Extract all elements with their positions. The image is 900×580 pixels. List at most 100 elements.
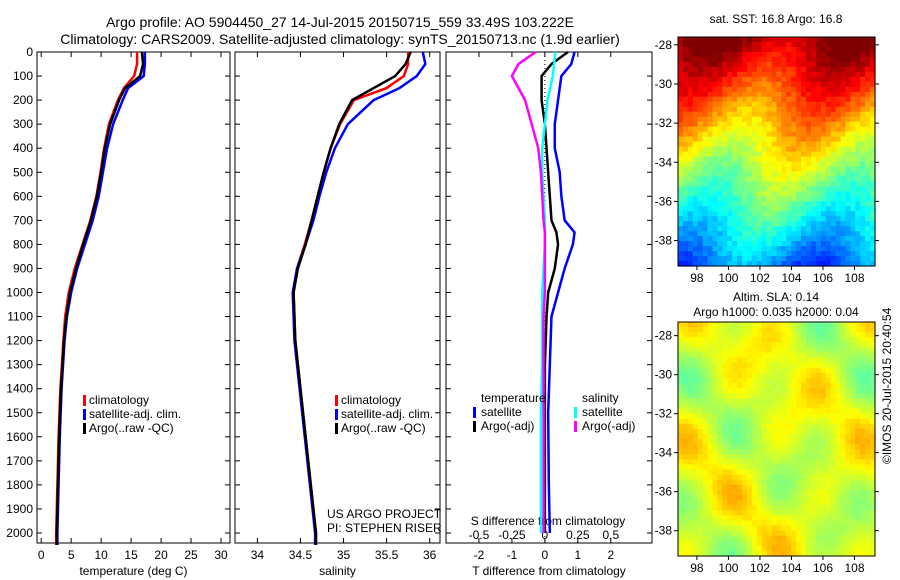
map-cell — [870, 41, 876, 48]
map-cell — [796, 46, 802, 53]
map-cell — [737, 186, 743, 192]
map-cell — [806, 96, 812, 103]
map-cell — [737, 206, 743, 212]
map-cell — [860, 372, 866, 379]
y-tick-label: 500 — [13, 165, 33, 179]
map-cell — [737, 377, 743, 384]
project-line2: PI: STEPHEN RISER — [327, 521, 442, 535]
map-cell — [751, 484, 758, 491]
map-cell — [746, 106, 753, 113]
map-cell — [786, 151, 792, 158]
map-cell — [825, 91, 832, 98]
map-cell — [682, 322, 689, 328]
map-cell — [830, 96, 837, 103]
map-cell — [717, 171, 723, 177]
map-cell — [870, 428, 876, 435]
map-cell — [801, 191, 807, 197]
map-cell — [742, 61, 748, 68]
map-cell — [776, 236, 783, 242]
map-cell — [707, 91, 714, 98]
map-cell — [845, 101, 851, 108]
map-cell — [678, 241, 684, 247]
map-cell — [712, 121, 718, 128]
map-cell — [870, 61, 876, 68]
map-cell — [865, 413, 871, 420]
map-cell — [682, 61, 689, 68]
map-cell — [815, 469, 822, 476]
map-cell — [860, 86, 866, 93]
map-cell — [870, 352, 876, 359]
map-cell — [756, 151, 763, 158]
map-cell — [855, 86, 861, 93]
map-cell — [712, 186, 718, 192]
map-cell — [717, 206, 723, 212]
map-cell — [830, 408, 837, 415]
map-cell — [746, 494, 753, 501]
map-cell — [727, 372, 733, 379]
map-cell — [776, 166, 783, 173]
map-cell — [860, 171, 866, 177]
map-cell — [840, 393, 847, 399]
map-cell — [835, 41, 842, 48]
map-cell — [781, 362, 787, 369]
map-cell — [742, 256, 748, 262]
map-cell — [751, 383, 758, 389]
map-cell — [810, 166, 817, 173]
map-cell — [766, 403, 773, 410]
map-cell — [727, 464, 733, 471]
map-cell — [806, 433, 812, 440]
map-cell — [815, 96, 822, 103]
map-cell — [820, 377, 827, 384]
map-cell — [742, 500, 748, 506]
map-cell — [771, 151, 778, 158]
map-cell — [756, 489, 763, 496]
map-cell — [766, 449, 773, 455]
map-cell — [678, 479, 684, 486]
map-cell — [840, 535, 847, 542]
map-cell — [845, 388, 851, 394]
map-cell — [830, 449, 837, 455]
map-cell — [707, 377, 714, 384]
map-cell — [692, 479, 699, 486]
map-cell — [855, 236, 861, 242]
map-cell — [850, 126, 856, 133]
map-cell — [796, 484, 802, 491]
map-cell — [722, 231, 728, 237]
map-cell — [855, 377, 861, 384]
legend-swatch — [83, 409, 86, 420]
legend-swatch — [574, 407, 577, 418]
map-cell — [742, 81, 748, 88]
map-cell — [687, 176, 694, 182]
map-cell — [855, 388, 861, 394]
map-cell — [712, 469, 718, 476]
map-cell — [855, 226, 861, 232]
map-cell — [810, 111, 817, 118]
map-cell — [806, 530, 812, 537]
map-cell — [771, 494, 778, 501]
map-cell — [702, 96, 709, 103]
map-cell — [830, 479, 837, 486]
map-cell — [707, 131, 714, 138]
map-cell — [825, 408, 832, 415]
map-cell — [761, 550, 768, 557]
map-cell — [682, 413, 689, 420]
map-cell — [751, 171, 758, 177]
map-cell — [766, 454, 773, 460]
map-cell — [687, 226, 694, 232]
map-cell — [830, 403, 837, 410]
map-cell — [737, 545, 743, 552]
map-cell — [678, 322, 684, 328]
map-cell — [801, 121, 807, 128]
map-cell — [806, 398, 812, 404]
map-cell — [786, 46, 792, 53]
map-cell — [722, 211, 728, 217]
map-cell — [815, 347, 822, 354]
map-cell — [791, 161, 797, 168]
map-cell — [692, 459, 699, 466]
map-cell — [761, 236, 768, 242]
map-cell — [796, 479, 802, 486]
map-cell — [870, 464, 876, 471]
map-cell — [687, 327, 694, 333]
map-cell — [766, 221, 773, 227]
map-cell — [781, 106, 787, 113]
